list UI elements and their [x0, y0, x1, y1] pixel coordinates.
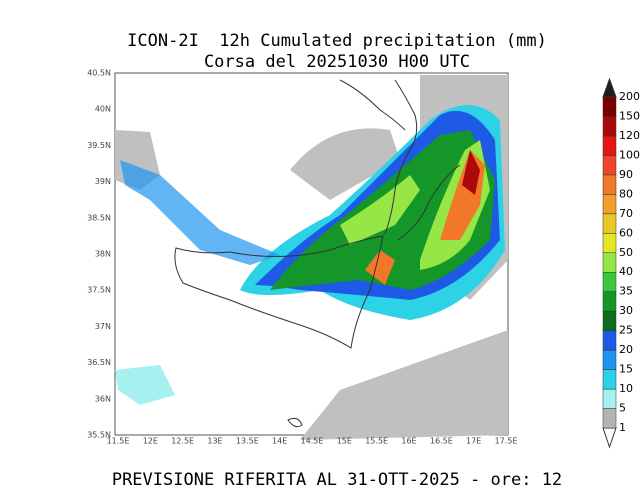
colorbar-segment: [602, 291, 617, 312]
colorbar-label: 1: [619, 421, 626, 434]
colorbar-segment: [602, 155, 617, 176]
colorbar-segment: [602, 369, 617, 390]
lat-tick-label: 39N: [95, 177, 111, 186]
colorbar-segment: [602, 408, 617, 429]
lon-tick-label: 13E: [207, 437, 222, 446]
lat-tick-label: 36.5N: [87, 358, 111, 367]
lat-tick-label: 37N: [95, 322, 111, 331]
lat-tick-label: 35.5N: [87, 431, 111, 440]
lon-tick-label: 14.5E: [301, 437, 324, 446]
colorbar-label: 60: [619, 226, 633, 239]
lon-tick-label: 12E: [143, 437, 158, 446]
colorbar-label: 40: [619, 265, 633, 278]
colorbar-segment: [602, 252, 617, 273]
colorbar-segment: [602, 213, 617, 234]
colorbar-segment: [602, 271, 617, 292]
lon-tick-label: 15E: [337, 437, 352, 446]
subtitle: Corsa del 20251030 H00 UTC: [204, 52, 470, 72]
lon-tick-label: 17.5E: [495, 437, 518, 446]
colorbar-label: 100: [619, 148, 640, 161]
colorbar-high-arrow: [602, 77, 617, 98]
lat-tick-label: 40.5N: [87, 69, 111, 78]
lon-tick-label: 15.5E: [365, 437, 388, 446]
colorbar-label: 5: [619, 402, 626, 415]
colorbar-label: 20: [619, 343, 633, 356]
colorbar-label: 10: [619, 382, 633, 395]
colorbar-segment: [602, 135, 617, 156]
lon-tick-label: 16.5E: [430, 437, 453, 446]
coastlines: [174, 79, 461, 428]
lat-tick-label: 40N: [95, 105, 111, 114]
colorbar-segment: [602, 96, 617, 117]
colorbar-segment: [602, 116, 617, 137]
colorbar-segment: [602, 233, 617, 254]
footer: PREVISIONE RIFERITA AL 31-OTT-2025 - ore…: [112, 470, 562, 490]
lat-tick-label: 38.5N: [87, 213, 111, 222]
colorbar-segment: [602, 388, 617, 409]
title: ICON-2I 12h Cumulated precipitation (mm): [127, 31, 547, 51]
colorbar-low-arrow: [602, 427, 617, 449]
colorbar-segment: [602, 349, 617, 370]
lon-tick-label: 13.5E: [236, 437, 259, 446]
colorbar-segment: [602, 174, 617, 195]
colorbar-label: 80: [619, 187, 633, 200]
colorbar-label: 150: [619, 109, 640, 122]
colorbar-label: 120: [619, 129, 640, 142]
colorbar-label: 90: [619, 168, 633, 181]
lon-tick-label: 11.5E: [107, 437, 130, 446]
colorbar-label: 35: [619, 285, 633, 298]
colorbar-segment: [602, 310, 617, 331]
precipitation-field: [115, 75, 508, 440]
colorbar-label: 50: [619, 246, 633, 259]
colorbar-segment: [602, 330, 617, 351]
lat-tick-label: 38N: [95, 250, 111, 259]
lat-tick-label: 36N: [95, 394, 111, 403]
colorbar-label: 25: [619, 324, 633, 337]
lat-tick-label: 39.5N: [87, 141, 111, 150]
lon-tick-label: 14E: [272, 437, 287, 446]
colorbar-label: 30: [619, 304, 633, 317]
colorbar-label: 70: [619, 207, 633, 220]
colorbar-segment: [602, 194, 617, 215]
lon-tick-label: 12.5E: [171, 437, 194, 446]
lat-tick-label: 37.5N: [87, 286, 111, 295]
lon-tick-label: 16E: [401, 437, 416, 446]
colorbar-label: 15: [619, 363, 633, 376]
lon-tick-label: 17E: [466, 437, 481, 446]
colorbar-label: 200: [619, 90, 640, 103]
